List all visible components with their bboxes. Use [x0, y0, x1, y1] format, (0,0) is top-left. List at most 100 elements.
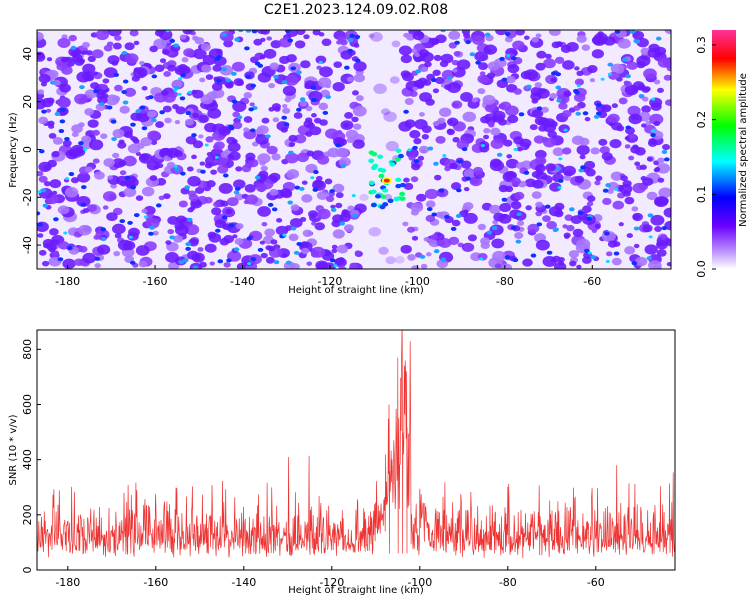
- spectral-blob: [495, 30, 508, 36]
- spectral-blob: [587, 251, 592, 255]
- spectral-blob: [634, 161, 641, 167]
- spectral-blob: [632, 212, 643, 222]
- spectral-blob: [504, 31, 511, 36]
- spectral-blob: [536, 106, 543, 111]
- spectral-blob: [301, 180, 308, 185]
- colorbar-ticks: 0.0 0.1 0.2 0.3: [695, 36, 716, 278]
- spectral-blob: [426, 252, 432, 257]
- spectral-blob: [503, 139, 513, 147]
- spectral-blob: [38, 116, 48, 125]
- spectral-blob: [103, 158, 115, 167]
- spectral-blob: [151, 118, 157, 123]
- spectral-blob: [192, 48, 207, 60]
- spectral-blob: [534, 149, 547, 159]
- spectral-blob: [533, 135, 545, 144]
- event-blob: [371, 152, 378, 157]
- spectral-blob: [284, 225, 293, 231]
- spectral-blob: [557, 186, 562, 190]
- spectral-blob: [402, 72, 414, 82]
- x-tick-label: -100: [407, 576, 432, 589]
- spectral-blob: [642, 224, 653, 233]
- spectral-blob: [296, 152, 309, 163]
- spectral-blob: [621, 57, 628, 62]
- spectral-blob: [61, 65, 73, 75]
- spectrogram-x-axis-label: Height of straight line (km): [288, 285, 424, 296]
- spectral-blob: [139, 60, 145, 66]
- spectral-blob: [451, 100, 463, 109]
- y-tick-label: 400: [21, 449, 34, 470]
- spectral-blob: [555, 72, 562, 77]
- spectral-blob: [617, 38, 631, 49]
- spectral-blob: [475, 60, 481, 65]
- spectral-blob: [267, 202, 274, 207]
- spectral-blob: [271, 207, 278, 212]
- spectral-blob: [554, 210, 564, 218]
- spectral-blob: [68, 34, 77, 42]
- spectral-blob: [569, 260, 577, 267]
- spectral-blob: [172, 79, 183, 88]
- spectral-blob: [199, 161, 206, 166]
- spectral-blob: [173, 88, 178, 92]
- spectral-blob: [299, 217, 307, 222]
- spectral-blob: [112, 152, 120, 159]
- spectral-blob: [187, 207, 194, 213]
- spectral-blob: [477, 223, 486, 231]
- spectral-blob: [605, 259, 610, 263]
- spectral-blob: [316, 208, 331, 220]
- spectral-blob: [185, 246, 191, 251]
- spectral-blob: [164, 117, 172, 124]
- spectral-blob: [38, 249, 47, 256]
- spectral-blob: [284, 152, 299, 164]
- spectral-blob: [124, 87, 137, 97]
- spectral-blob: [574, 175, 585, 184]
- spectral-blob: [268, 83, 276, 89]
- event-blob: [394, 156, 401, 162]
- spectral-blob: [409, 129, 421, 139]
- spectral-blob: [205, 74, 214, 80]
- x-tick-label: -180: [55, 576, 80, 589]
- spectral-blob: [272, 117, 280, 123]
- spectral-blob: [59, 107, 66, 112]
- spectral-blob: [82, 63, 96, 74]
- spectral-blob: [214, 228, 221, 233]
- spectral-blob: [478, 62, 489, 70]
- spectral-blob: [186, 217, 193, 222]
- spectral-blob: [517, 220, 525, 226]
- spectral-blob: [106, 212, 118, 222]
- figure-title: C2E1.2023.124.09.02.R08: [264, 2, 448, 18]
- spectral-blob: [354, 250, 362, 256]
- spectral-blob: [250, 128, 256, 133]
- spectral-blob: [97, 96, 108, 105]
- spectral-blob: [181, 57, 189, 63]
- spectral-blob: [216, 78, 222, 83]
- spectral-blob: [333, 264, 338, 268]
- spectral-blob: [192, 140, 204, 149]
- spectral-blob: [574, 90, 580, 95]
- spectral-blob: [654, 225, 662, 232]
- spectral-blob: [421, 134, 429, 140]
- x-tick-label: -100: [405, 275, 430, 288]
- spectral-blob: [423, 236, 430, 242]
- spectral-blob: [282, 103, 288, 109]
- spectral-blob: [223, 39, 234, 48]
- spectral-blob: [572, 228, 584, 237]
- spectral-blob: [77, 172, 91, 183]
- spectral-blob: [42, 238, 54, 248]
- spectral-blob: [187, 90, 192, 94]
- spectral-blob: [235, 79, 244, 86]
- spectral-blob: [306, 150, 315, 157]
- spectral-blob: [338, 265, 347, 269]
- spectral-blob: [418, 49, 430, 58]
- spectral-blob: [37, 89, 45, 95]
- spectral-blob: [484, 32, 491, 37]
- spectral-blob: [404, 98, 414, 105]
- spectral-blob: [310, 246, 326, 258]
- spectral-blob: [344, 111, 354, 119]
- spectral-blob: [225, 78, 232, 83]
- y-tick-label: 800: [21, 339, 34, 360]
- spectral-blob: [454, 40, 460, 45]
- spectral-blob: [208, 232, 222, 243]
- spectral-blob: [215, 48, 223, 55]
- spectral-blob: [512, 40, 525, 51]
- event-blob: [399, 191, 406, 197]
